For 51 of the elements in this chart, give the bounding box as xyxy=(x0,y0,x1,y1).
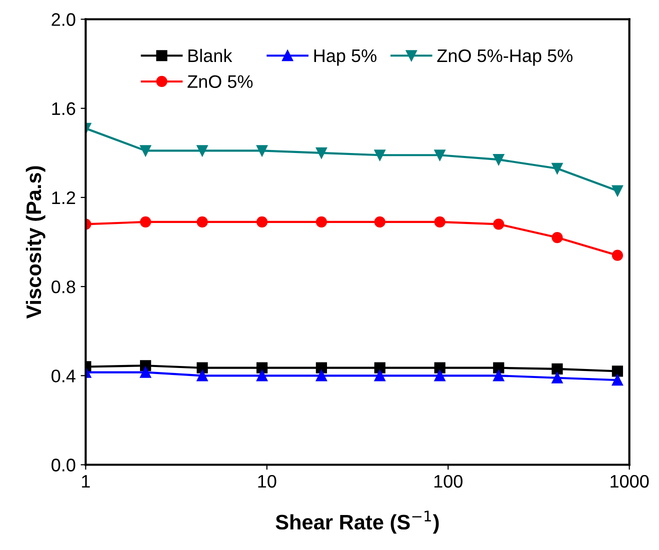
point xyxy=(552,232,563,244)
point xyxy=(316,147,328,158)
point xyxy=(374,362,386,374)
point xyxy=(552,372,563,384)
point xyxy=(256,145,268,156)
point xyxy=(196,362,208,374)
x-tick-label: 1000 xyxy=(610,474,649,488)
x-tick-label: 1 xyxy=(82,475,90,488)
point xyxy=(434,216,446,228)
x-tick-label: 100 xyxy=(434,474,462,488)
y-tick-label: 0.0 xyxy=(52,458,76,472)
point xyxy=(434,150,446,161)
point xyxy=(196,145,208,156)
point xyxy=(374,150,386,161)
point xyxy=(493,154,504,166)
x-tick-label: 10 xyxy=(258,474,276,488)
point xyxy=(612,185,624,196)
point xyxy=(256,370,268,382)
point xyxy=(140,366,152,378)
point xyxy=(256,362,268,374)
point xyxy=(493,362,504,374)
point xyxy=(612,374,624,386)
point xyxy=(316,370,328,382)
x-axis-title: Shear Rate (S$^{−1}$) xyxy=(276,510,439,534)
y-tick-label: 0.4 xyxy=(52,370,76,382)
point xyxy=(493,218,504,230)
point xyxy=(493,370,504,382)
y-axis-title: Viscosity (Pa.s) xyxy=(26,166,46,319)
y-tick-label: 2.0 xyxy=(52,13,76,26)
legend-label: ZnO 5% xyxy=(188,75,253,88)
point xyxy=(612,250,624,261)
point xyxy=(612,366,624,377)
point xyxy=(374,216,386,228)
point xyxy=(140,145,152,156)
y-tick-label: 0.8 xyxy=(52,280,76,294)
point xyxy=(196,216,208,228)
point xyxy=(434,370,446,382)
y-tick-label: 1.2 xyxy=(52,191,76,204)
point xyxy=(434,362,446,374)
legend-label: ZnO 5%-Hap 5% xyxy=(437,49,572,66)
point xyxy=(552,162,563,174)
point xyxy=(196,370,208,382)
y-tick-label: 1.6 xyxy=(52,102,76,116)
point xyxy=(316,216,328,228)
legend-label: Blank xyxy=(188,48,232,62)
legend-label: Hap 5% xyxy=(314,49,376,66)
point xyxy=(374,370,386,382)
point xyxy=(552,363,563,375)
point xyxy=(316,362,328,374)
point xyxy=(256,216,268,228)
point xyxy=(140,216,152,228)
